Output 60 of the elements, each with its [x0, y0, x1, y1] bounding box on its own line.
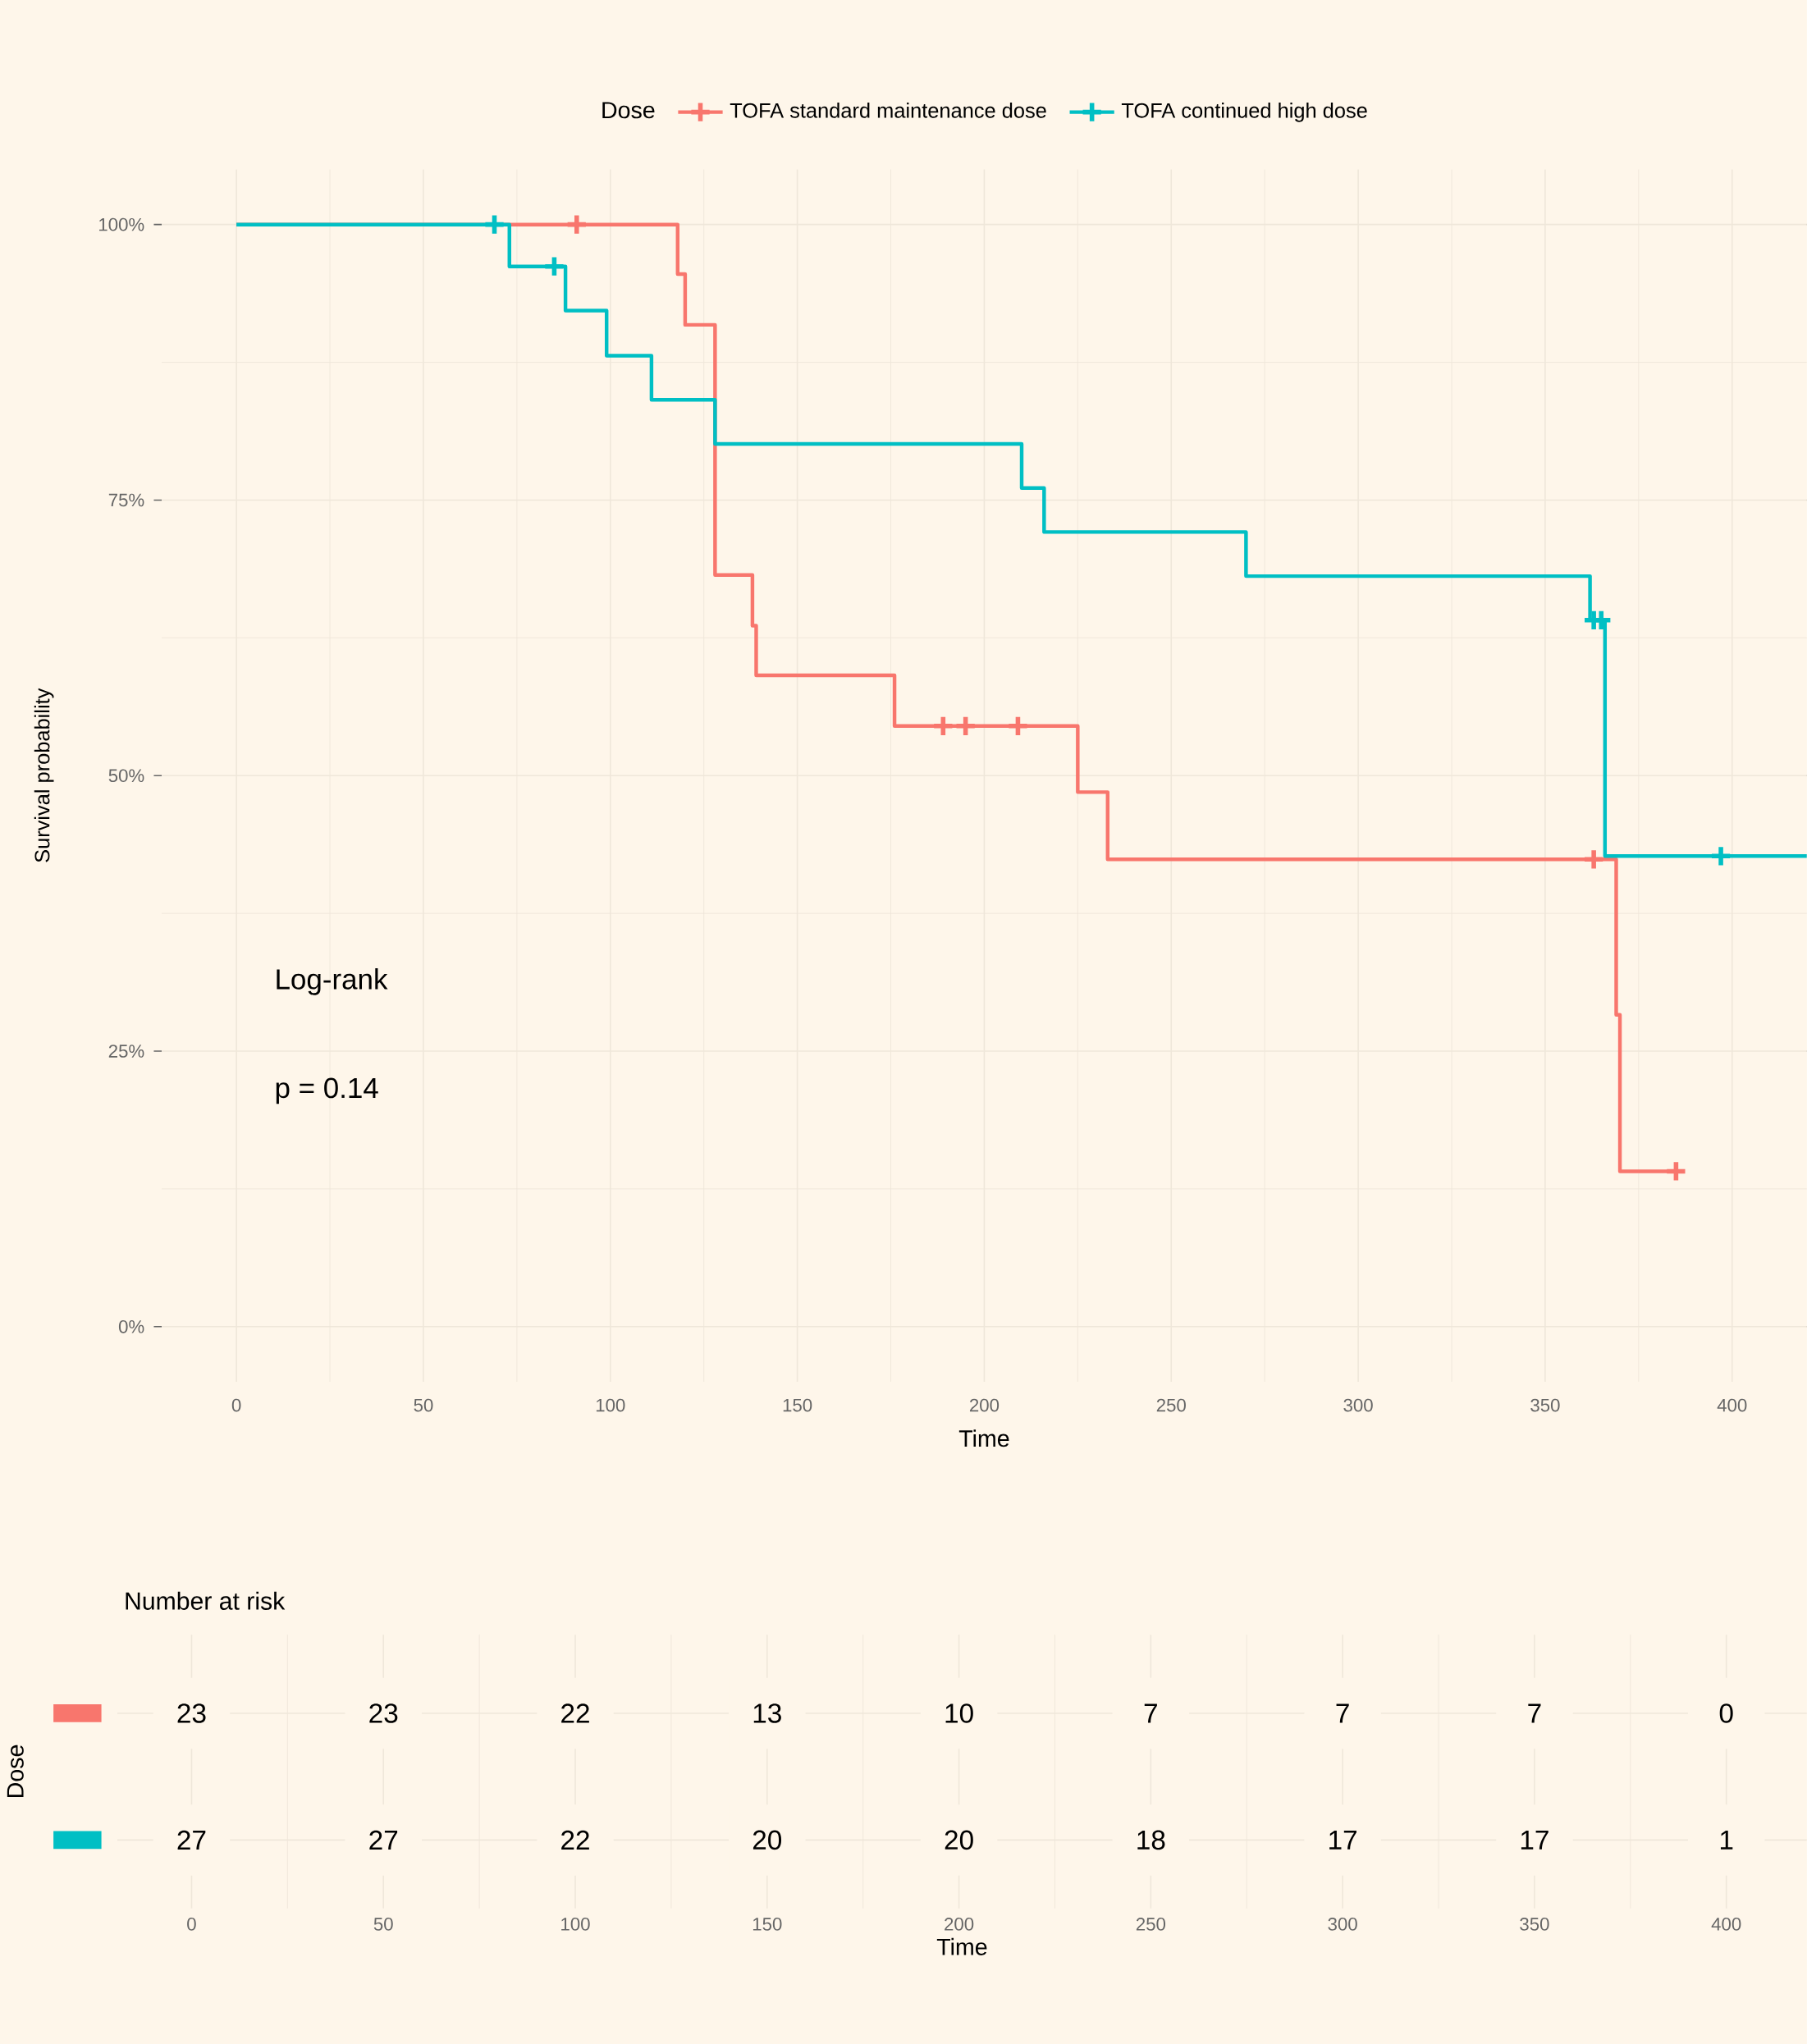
y-tick-label: 75% — [108, 493, 144, 507]
point — [934, 716, 953, 735]
y-axis-title: Survival probability — [34, 688, 54, 862]
point — [485, 215, 504, 234]
data-label: 7 — [1144, 1703, 1157, 1723]
y-tick-label: 100% — [99, 217, 144, 231]
data-label: 1 — [1721, 1830, 1733, 1850]
data-label: 13 — [753, 1703, 781, 1723]
x-tick-label: 250 — [1156, 1398, 1187, 1412]
y-tick-label: 25% — [108, 1045, 144, 1058]
x-tick-label: 150 — [783, 1398, 812, 1412]
data-label: 23 — [369, 1703, 398, 1723]
x-tick-label: 100 — [596, 1398, 625, 1412]
point — [1585, 850, 1603, 869]
data-label: 23 — [177, 1703, 206, 1723]
annotation: p = 0.14 — [276, 1077, 378, 1104]
chart-title: Number at risk — [126, 1591, 286, 1610]
x-tick-label: 350 — [1520, 1918, 1549, 1931]
x-tick-label: 200 — [945, 1918, 974, 1931]
y-tick-label: 50% — [108, 769, 144, 783]
data-label: 7 — [1336, 1703, 1349, 1723]
x-tick-label: 50 — [414, 1398, 433, 1412]
x-tick-label: 250 — [1136, 1918, 1166, 1931]
point — [1712, 847, 1731, 866]
y-axis-title: Dose — [7, 1744, 24, 1798]
point — [956, 716, 975, 735]
point — [1667, 1162, 1686, 1181]
y-tick-label: 0% — [118, 1319, 144, 1333]
x-tick-label: 0 — [231, 1398, 241, 1412]
x-tick-label: 150 — [753, 1918, 782, 1931]
data-label: 20 — [753, 1830, 782, 1850]
data-label: 10 — [945, 1703, 973, 1723]
data-label: 0 — [1719, 1703, 1733, 1723]
x-tick-label: 400 — [1711, 1918, 1741, 1931]
x-axis-title: Time — [958, 1429, 1009, 1447]
data-label: 7 — [1528, 1703, 1541, 1723]
data-label: 20 — [945, 1830, 973, 1850]
x-tick-label: 100 — [561, 1918, 590, 1931]
point — [1009, 716, 1027, 735]
x-tick-label: 300 — [1343, 1398, 1373, 1412]
data-label: 22 — [561, 1703, 589, 1723]
x-tick-label: 200 — [970, 1398, 1000, 1412]
x-tick-label: 50 — [373, 1918, 393, 1931]
data-label: 17 — [1521, 1830, 1549, 1850]
data-label: 22 — [561, 1830, 589, 1850]
x-tick-label: 300 — [1328, 1918, 1357, 1931]
annotation: Log-rank — [277, 968, 388, 995]
x-tick-label: 400 — [1717, 1398, 1747, 1412]
data-label: 27 — [369, 1830, 398, 1850]
legend-label: TOFA continued high dose — [1121, 103, 1367, 122]
point — [545, 257, 564, 276]
data-label: 27 — [177, 1830, 206, 1850]
x-axis-title: Time — [936, 1937, 987, 1955]
data-label: 18 — [1137, 1830, 1165, 1850]
x-tick-label: 0 — [187, 1918, 196, 1931]
x-tick-label: 350 — [1530, 1398, 1560, 1412]
legend-label: TOFA standard maintenance dose — [730, 103, 1046, 118]
data-label: 17 — [1329, 1830, 1357, 1850]
legend-title: Dose — [602, 102, 655, 119]
point — [567, 215, 586, 234]
